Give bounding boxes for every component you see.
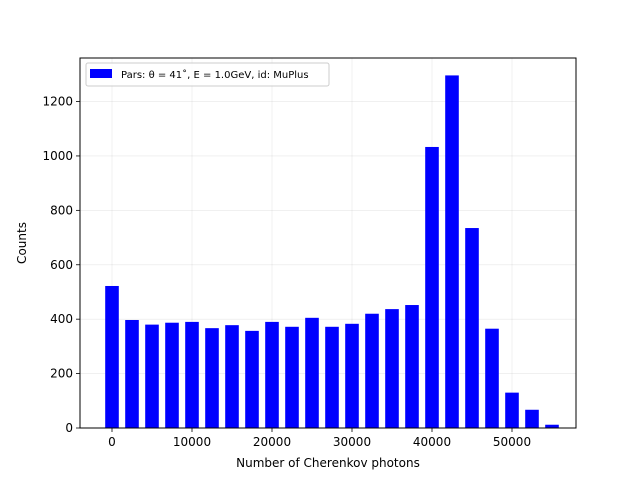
bar (185, 321, 199, 428)
plot-area-frame (79, 57, 577, 429)
y-tick-label: 200 (50, 367, 73, 381)
bar (545, 424, 559, 428)
bar (165, 322, 179, 428)
bar (245, 330, 259, 428)
bar (425, 146, 439, 428)
bar (505, 392, 519, 428)
x-tick-label: 0 (108, 435, 116, 449)
x-axis-ticks: 0 10000 20000 30000 40000 50000 (108, 428, 531, 449)
bar (385, 309, 399, 428)
bar (225, 325, 239, 428)
y-tick-label: 1000 (42, 149, 73, 163)
x-tick-label: 30000 (333, 435, 371, 449)
y-tick-label: 1200 (42, 95, 73, 109)
x-tick-label: 40000 (413, 435, 451, 449)
y-axis-ticks: 0 200 400 600 800 1000 1200 (42, 95, 80, 435)
legend-box (85, 62, 330, 87)
bar (445, 75, 459, 428)
bar (105, 285, 119, 428)
bar (205, 328, 219, 428)
bar (125, 319, 139, 428)
y-tick-label: 0 (65, 421, 73, 435)
bars (105, 75, 559, 428)
bar (485, 328, 499, 428)
bar (525, 409, 539, 428)
legend-swatch (90, 69, 112, 78)
y-tick-label: 400 (50, 312, 73, 326)
bar (465, 228, 479, 428)
x-tick-label: 20000 (253, 435, 291, 449)
y-axis-label: Counts (15, 222, 29, 264)
y-tick-label: 600 (50, 258, 73, 272)
x-tick-label: 10000 (173, 435, 211, 449)
y-tick-label: 800 (50, 203, 73, 217)
bar (405, 305, 419, 428)
bar (285, 326, 299, 428)
bar (365, 313, 379, 428)
x-axis-label: Number of Cherenkov photons (236, 456, 420, 470)
bar (145, 324, 159, 428)
bar (305, 317, 319, 428)
bar (345, 323, 359, 428)
bar (265, 321, 279, 428)
bar (325, 326, 339, 428)
legend-label: Pars: θ = 41˚, E = 1.0GeV, id: MuPlus (121, 69, 309, 81)
legend: Pars: θ = 41˚, E = 1.0GeV, id: MuPlus (85, 62, 330, 87)
x-tick-label: 50000 (493, 435, 531, 449)
